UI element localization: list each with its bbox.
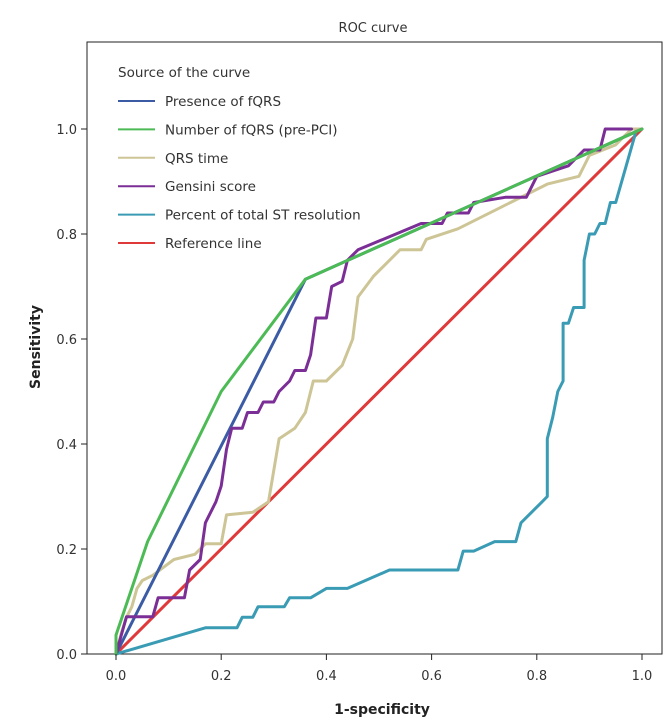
series-layer	[114, 127, 644, 656]
y-tick-label: 0.4	[56, 438, 77, 453]
series-line-gensini-score	[114, 127, 633, 656]
x-tick-label: 1.0	[632, 669, 653, 684]
legend: Source of the curve Presence of fQRS Numb…	[118, 65, 361, 252]
x-tick-label: 0.6	[421, 669, 442, 684]
y-tick-label: 0.2	[56, 543, 77, 558]
series-line-number-of-fqrs-pre-pci	[114, 127, 644, 656]
legend-items: Presence of fQRS Number of fQRS (pre-PCI)…	[118, 94, 361, 252]
x-tick-label: 0.0	[106, 669, 127, 684]
plot-frame	[86, 41, 663, 655]
y-axis: 0.0 0.2 0.4 0.6 0.8 1.0	[56, 123, 87, 663]
y-tick-label: 0.6	[56, 333, 77, 348]
y-tick-label: 0.0	[56, 648, 77, 663]
y-tick-label: 1.0	[56, 123, 77, 138]
legend-label-reference-line: Reference line	[165, 236, 262, 252]
legend-label-presence-of-fqrs: Presence of fQRS	[165, 94, 281, 110]
x-tick-label: 0.2	[211, 669, 232, 684]
series-line-qrs-time	[114, 127, 644, 656]
chart-title: ROC curve	[339, 21, 408, 36]
x-axis: 0.0 0.2 0.4 0.6 0.8 1.0	[106, 654, 653, 684]
legend-label-number-of-fqrs-pre-pci: Number of fQRS (pre-PCI)	[165, 122, 338, 138]
x-tick-label: 0.8	[526, 669, 547, 684]
x-axis-title: 1-specificity	[334, 702, 430, 718]
y-tick-label: 0.8	[56, 228, 77, 243]
y-axis-title: Sensitivity	[28, 305, 44, 389]
legend-label-percent-of-total-st-resolution: Percent of total ST resolution	[165, 208, 361, 224]
legend-label-qrs-time: QRS time	[165, 151, 228, 167]
legend-title: Source of the curve	[118, 65, 250, 81]
series-line-percent-of-total-st-resolution	[114, 127, 639, 656]
x-tick-label: 0.4	[316, 669, 337, 684]
legend-label-gensini-score: Gensini score	[165, 179, 256, 195]
series-line-reference-line	[114, 127, 644, 656]
